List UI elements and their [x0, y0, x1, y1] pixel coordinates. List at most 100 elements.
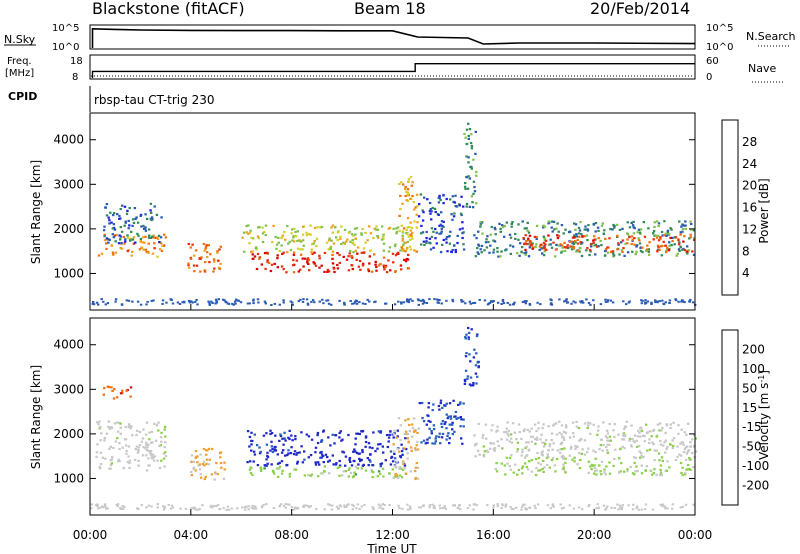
heatmap-cell — [265, 503, 268, 506]
heatmap-cell — [115, 396, 119, 399]
heatmap-cell — [128, 224, 131, 227]
heatmap-cell — [372, 431, 375, 434]
heatmap-cell — [475, 174, 478, 177]
heatmap-cell — [568, 231, 571, 234]
heatmap-cell — [318, 257, 321, 260]
heatmap-cell — [468, 177, 471, 180]
heatmap-cell — [581, 508, 584, 511]
heatmap-cell — [646, 449, 649, 452]
heatmap-cell — [617, 508, 620, 511]
heatmap-cell — [125, 452, 128, 455]
heatmap-cell — [201, 504, 204, 507]
heatmap-cell — [421, 401, 424, 405]
heatmap-cell — [291, 239, 294, 242]
heatmap-cell — [393, 475, 396, 478]
heatmap-cell — [245, 224, 248, 228]
heatmap-cell — [382, 249, 385, 252]
heatmap-cell — [671, 507, 674, 510]
heatmap-cell — [610, 506, 613, 509]
heatmap-cell — [533, 235, 537, 238]
heatmap-cell — [282, 449, 285, 452]
x-tick-label: 20:00 — [577, 528, 612, 542]
heatmap-cell — [337, 507, 340, 510]
heatmap-cell — [691, 438, 694, 441]
heatmap-cell — [119, 507, 122, 510]
heatmap-cell — [460, 213, 463, 217]
date-title: 20/Feb/2014 — [590, 0, 690, 18]
heatmap-cell — [384, 302, 387, 305]
heatmap-cell — [395, 436, 398, 439]
heatmap-cell — [347, 475, 350, 478]
heatmap-cell — [423, 243, 426, 247]
heatmap-cell — [369, 453, 372, 456]
heatmap-cell — [103, 437, 106, 440]
heatmap-cell — [603, 229, 606, 232]
heatmap-cell — [460, 195, 463, 198]
heatmap-cell — [308, 506, 311, 509]
heatmap-cell — [671, 446, 675, 450]
heatmap-cell — [537, 503, 540, 506]
heatmap-cell — [476, 361, 479, 364]
heatmap-cell — [269, 269, 273, 273]
heatmap-cell — [370, 468, 373, 471]
heatmap-cell — [627, 504, 630, 507]
heatmap-cell — [503, 464, 506, 467]
heatmap-cell — [191, 301, 194, 304]
heatmap-cell — [570, 240, 573, 243]
heatmap-cell — [124, 238, 127, 241]
heatmap-cell — [389, 450, 393, 453]
heatmap-cell — [664, 301, 667, 304]
y-tick-label: 2000 — [53, 427, 84, 441]
heatmap-cell — [605, 507, 608, 510]
heatmap-cell — [194, 456, 197, 459]
heatmap-cell — [542, 254, 546, 257]
heatmap-cell — [686, 250, 689, 253]
heatmap-cell — [589, 465, 592, 468]
heatmap-cell — [621, 227, 624, 230]
heatmap-cell — [438, 194, 441, 197]
heatmap-cell — [665, 251, 668, 254]
heatmap-cell — [136, 451, 140, 454]
heatmap-cell — [523, 252, 526, 255]
heatmap-cell — [669, 227, 672, 230]
heatmap-cell — [114, 300, 117, 303]
heatmap-cell — [594, 222, 598, 225]
colorbar-frame — [721, 329, 739, 506]
heatmap-cell — [101, 456, 104, 459]
heatmap-cell — [413, 249, 416, 252]
heatmap-cell — [632, 503, 635, 506]
heatmap-cell — [303, 458, 306, 461]
heatmap-cell — [127, 299, 131, 302]
heatmap-cell — [335, 236, 338, 239]
heatmap-cell — [406, 188, 410, 191]
x-tick-label: 16:00 — [476, 528, 511, 542]
heatmap-cell — [400, 246, 403, 249]
heatmap-cell — [98, 427, 101, 430]
heatmap-cell — [162, 457, 166, 460]
heatmap-cell — [280, 472, 284, 475]
heatmap-cell — [416, 477, 420, 480]
heatmap-cell — [192, 466, 196, 469]
heatmap-cell — [638, 444, 641, 448]
heatmap-cell — [120, 230, 124, 233]
heatmap-cell — [253, 453, 257, 456]
heatmap-cell — [583, 228, 586, 231]
heatmap-cell — [499, 230, 502, 233]
heatmap-cell — [462, 300, 465, 303]
heatmap-cell — [425, 423, 428, 426]
heatmap-cell — [397, 504, 400, 507]
heatmap-cell — [250, 236, 253, 239]
heatmap-cell — [623, 427, 626, 430]
heatmap-cell — [585, 298, 588, 301]
heatmap-cell — [421, 219, 425, 222]
heatmap-cell — [600, 244, 603, 247]
heatmap-cell — [588, 248, 592, 252]
heatmap-cell — [251, 439, 254, 443]
heatmap-cell — [381, 503, 385, 506]
heatmap-cell — [617, 433, 620, 436]
heatmap-cell — [149, 202, 153, 205]
heatmap-cell — [390, 456, 393, 459]
heatmap-cell — [309, 233, 312, 236]
heatmap-cell — [449, 417, 453, 420]
